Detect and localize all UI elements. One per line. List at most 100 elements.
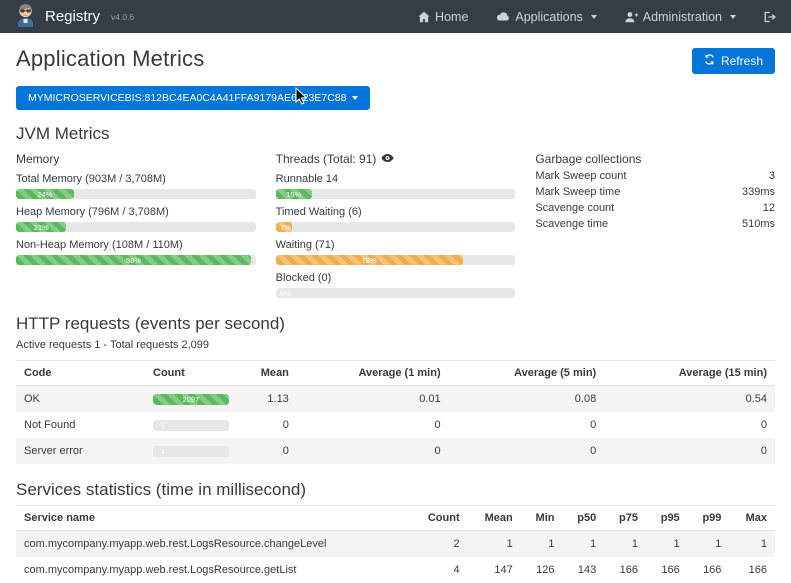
nonheap-memory-label: Non-Heap Memory (108M / 110M)	[16, 239, 183, 251]
memory-column: Memory Total Memory (903M / 3,708M) 24% …	[16, 150, 256, 298]
gc-value: 12	[762, 201, 776, 214]
instance-selector-dropdown[interactable]: MYMICROSERVICEBIS:812BC4EA0C4A41FFA9179A…	[16, 86, 371, 110]
col-avg-15min: Average (15 min)	[604, 360, 775, 386]
instance-selector-label: MYMICROSERVICEBIS:812BC4EA0C4A41FFA9179A…	[28, 92, 347, 104]
services-statistics-table: Service name Count Mean Min p50 p75 p95 …	[16, 505, 775, 583]
brand-name: Registry	[45, 8, 101, 25]
timed-waiting-label: Timed Waiting (6)	[275, 206, 362, 218]
nav-item-applications-label: Applications	[515, 9, 583, 24]
http-requests-subtitle: Active requests 1 - Total requests 2,099	[16, 339, 210, 351]
navbar-menu: Home Applications Administration	[418, 10, 777, 24]
cloud-icon	[496, 11, 510, 22]
col-count: Count	[418, 505, 468, 531]
jvm-metrics-grid: Memory Total Memory (903M / 3,708M) 24% …	[16, 150, 775, 298]
col-code: Code	[16, 360, 146, 386]
nav-item-administration-label: Administration	[642, 9, 722, 24]
table-row-not-found: Not Found 1 0 0 0 0	[16, 412, 775, 438]
brand-version: v4.0.6	[111, 11, 135, 22]
top-navbar: Registry v4.0.6 Home Applications	[0, 0, 791, 33]
threads-title: Threads (Total: 91)	[275, 152, 377, 166]
service-name: com.mycompany.myapp.web.rest.LogsResourc…	[24, 564, 297, 576]
home-icon	[418, 11, 430, 23]
user-plus-icon	[625, 11, 638, 23]
refresh-button-label: Refresh	[720, 54, 763, 68]
gc-title: Garbage collections	[535, 152, 642, 166]
runnable-progressbar: 15%	[275, 189, 516, 199]
http-requests-heading: HTTP requests (events per second)	[16, 314, 285, 333]
waiting-label: Waiting (71)	[275, 239, 335, 251]
col-p99: p99	[687, 505, 730, 531]
services-statistics-heading: Services statistics (time in millisecond…	[16, 480, 307, 499]
gc-label: Mark Sweep time	[535, 185, 621, 198]
garbage-collections-column: Garbage collections Mark Sweep count 3 M…	[535, 150, 775, 298]
blocked-percent: 0%	[280, 288, 292, 298]
http-code: Server error	[24, 445, 83, 457]
sign-out-icon	[764, 11, 777, 23]
gc-label: Mark Sweep count	[535, 170, 627, 182]
table-row-service-getlist: com.mycompany.myapp.web.rest.LogsResourc…	[16, 557, 775, 583]
heap-memory-progressbar: 21%	[16, 222, 256, 232]
gc-row: Mark Sweep time 339ms	[535, 185, 775, 201]
chevron-down-icon	[352, 96, 359, 100]
heap-memory-percent: 21%	[33, 222, 49, 232]
col-max: Max	[729, 505, 775, 531]
blocked-progressbar: 0%	[275, 288, 516, 298]
waiting-progressbar: 78%	[275, 255, 516, 265]
col-service-name: Service name	[16, 505, 419, 531]
brand-home-link[interactable]: Registry v4.0.6	[14, 2, 134, 32]
http-count-bar: 1	[153, 419, 230, 431]
nonheap-memory-progressbar: 98%	[16, 255, 256, 265]
gc-value: 3	[768, 170, 776, 182]
gc-row: Mark Sweep count 3	[535, 169, 775, 185]
page-title: Application Metrics	[16, 46, 205, 71]
runnable-label: Runnable 14	[275, 173, 339, 185]
table-row-server-error: Server error 1 0 0 0 0	[16, 438, 775, 464]
col-p50: p50	[562, 505, 605, 531]
nonheap-memory-percent: 98%	[125, 255, 141, 265]
threads-column: Threads (Total: 91) Runnable 14 15% Time…	[275, 150, 516, 298]
col-p75: p75	[604, 505, 646, 531]
table-row-ok: OK 2097 1.13 0.01 0.08 0.54	[16, 385, 775, 412]
gc-value: 339ms	[741, 185, 776, 198]
nav-item-home[interactable]: Home	[418, 10, 468, 24]
gc-value: 510ms	[741, 217, 776, 230]
http-table-header-row: Code Count Mean Average (1 min) Average …	[16, 360, 775, 386]
jvm-metrics-heading: JVM Metrics	[16, 124, 110, 143]
services-table-header-row: Service name Count Mean Min p50 p75 p95 …	[16, 505, 775, 531]
http-code: Not Found	[24, 419, 76, 431]
nav-item-applications[interactable]: Applications	[496, 9, 597, 24]
total-memory-progressbar: 24%	[16, 189, 256, 199]
timed-waiting-percent: 7%	[280, 222, 292, 232]
col-mean: Mean	[236, 360, 297, 386]
total-memory-percent: 24%	[37, 189, 53, 199]
http-count-value: 2097	[182, 394, 200, 404]
service-name: com.mycompany.myapp.web.rest.LogsResourc…	[24, 538, 327, 550]
http-count-value: 1	[160, 420, 166, 430]
gc-row: Scavenge count 12	[535, 201, 775, 217]
blocked-label: Blocked (0)	[275, 272, 332, 284]
col-min: Min	[520, 505, 563, 531]
refresh-icon	[704, 54, 715, 68]
gc-label: Scavenge time	[535, 217, 609, 230]
http-count-bar: 2097	[153, 393, 230, 405]
gc-label: Scavenge count	[535, 201, 615, 214]
col-avg-1min: Average (1 min)	[296, 360, 449, 386]
table-row-service-changelevel: com.mycompany.myapp.web.rest.LogsResourc…	[16, 530, 775, 557]
gc-row: Scavenge time 510ms	[535, 217, 775, 233]
heap-memory-label: Heap Memory (796M / 3,708M)	[16, 206, 169, 218]
runnable-percent: 15%	[286, 189, 302, 199]
col-avg-5min: Average (5 min)	[448, 360, 605, 386]
http-count-value: 1	[160, 446, 166, 456]
total-memory-label: Total Memory (903M / 3,708M)	[16, 173, 166, 185]
jhipster-mascot-logo	[14, 2, 37, 32]
chevron-down-icon	[590, 14, 597, 19]
memory-title: Memory	[16, 152, 60, 166]
nav-item-administration[interactable]: Administration	[625, 10, 736, 24]
http-count-bar: 1	[153, 445, 230, 457]
refresh-button[interactable]: Refresh	[691, 48, 775, 74]
eye-icon[interactable]	[381, 152, 394, 166]
waiting-percent: 78%	[361, 255, 377, 265]
timed-waiting-progressbar: 7%	[275, 222, 516, 232]
logout-button[interactable]	[764, 11, 777, 23]
http-code: OK	[24, 393, 40, 405]
